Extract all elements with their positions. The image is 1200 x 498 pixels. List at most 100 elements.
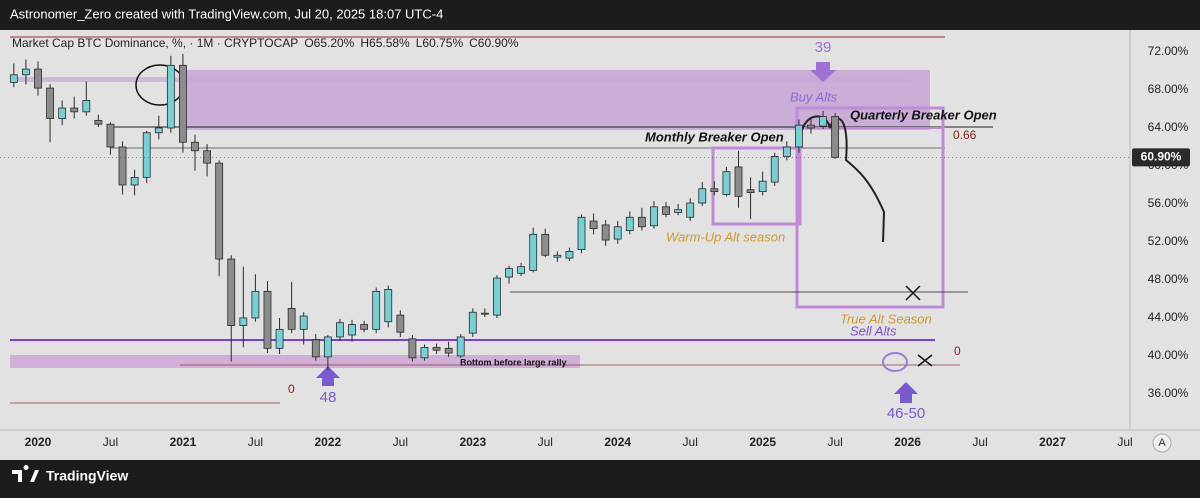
x-tick-label: Jul [393, 435, 408, 449]
candle-body [529, 233, 538, 271]
auto-scale-label[interactable]: A [1158, 437, 1166, 449]
projection-path [799, 115, 886, 243]
y-tick-label: 40.00% [1148, 348, 1189, 362]
y-tick-label: 52.00% [1148, 234, 1189, 248]
candle-body [58, 107, 67, 119]
candle-body [601, 224, 610, 241]
x-tick-label: 2021 [170, 435, 197, 449]
candle-body [396, 314, 405, 333]
legend-low: L60.75% [416, 36, 464, 50]
candle-body [311, 339, 320, 358]
candle-body [637, 216, 646, 228]
candle-body [70, 107, 79, 113]
candle-body [360, 324, 368, 330]
candle-body [541, 233, 550, 256]
y-tick-label: 56.00% [1148, 196, 1189, 210]
candle-body [456, 336, 465, 357]
candle-body [179, 64, 187, 143]
y-tick-label: 36.00% [1148, 386, 1189, 400]
candle-body [493, 277, 501, 316]
candle-body [517, 266, 526, 274]
annotation: True Alt Season [840, 311, 932, 326]
x-mark [905, 285, 921, 301]
x-tick-label: 2022 [315, 435, 342, 449]
last-price-label: 60.90% [1141, 150, 1182, 164]
annotations: 39 Buy Alts Quarterly Breaker Open 0.66 … [288, 39, 997, 422]
annotation: 0 [954, 344, 961, 358]
tradingview-logo [12, 465, 39, 482]
header-text: Astronomer_Zero created with TradingView… [10, 6, 443, 21]
x-tick-label: 2026 [894, 435, 921, 449]
x-tick-label: 2024 [604, 435, 631, 449]
candle-body [722, 171, 731, 195]
candle-body [130, 176, 139, 186]
candle-body [34, 68, 42, 89]
x-tick-label: Jul [248, 435, 263, 449]
x-tick-label: Jul [1117, 435, 1132, 449]
candle-body [94, 119, 103, 125]
legend-close: C60.90% [469, 36, 519, 50]
y-tick-label: 48.00% [1148, 272, 1189, 286]
y-tick-label: 68.00% [1148, 82, 1189, 96]
candle-body [674, 209, 683, 213]
candle-body [82, 100, 91, 113]
candle-body [710, 188, 719, 193]
candle-body [662, 206, 670, 215]
candles [9, 53, 840, 371]
annotation: Bottom before large rally [460, 357, 567, 367]
candle-body [323, 336, 332, 358]
legend: Market Cap BTC Dominance, %, · 1M · CRYP… [12, 36, 519, 50]
candle-body [118, 146, 127, 186]
x-tick-label: Jul [827, 435, 842, 449]
candle-body [746, 189, 755, 193]
x-tick-label: Jul [972, 435, 987, 449]
up-arrow [316, 366, 340, 386]
candle-body [553, 254, 562, 258]
x-tick-label: 2025 [749, 435, 776, 449]
candle-body [758, 180, 767, 193]
candle-body [807, 124, 815, 129]
candle-body [46, 87, 54, 119]
annotation: Sell Alts [850, 323, 897, 338]
candle-body [565, 251, 574, 259]
quarterly-box [796, 107, 944, 129]
candle-body [275, 328, 284, 349]
legend-high: H65.58% [360, 36, 410, 50]
candle-body [372, 290, 381, 330]
x-tick-label: Jul [538, 435, 553, 449]
annotation: Buy Alts [790, 89, 838, 104]
last-price-box [1132, 148, 1190, 167]
legend-title: Market Cap BTC Dominance, %, · 1M · CRYP… [12, 36, 298, 50]
candle-body [432, 346, 441, 351]
candle-body [215, 162, 224, 260]
annotation: Quarterly Breaker Open [850, 107, 997, 122]
candle-body [22, 68, 30, 76]
candle-body [589, 220, 598, 230]
x-tick-label: 2020 [25, 435, 52, 449]
candle-body [384, 289, 393, 323]
candle-body [480, 312, 489, 315]
candle-body [263, 290, 272, 349]
annotation: Monthly Breaker Open [645, 129, 784, 144]
candle-body [9, 74, 18, 83]
candle-body [191, 141, 199, 152]
candle-body [299, 315, 308, 330]
annotation: 39 [815, 39, 832, 56]
candle-body [782, 146, 791, 157]
candle-body [239, 317, 248, 326]
drawings [10, 36, 993, 404]
annotation: 48 [320, 389, 337, 406]
candle-body [468, 311, 477, 334]
annotation: 0.66 [953, 128, 977, 142]
candle-body [831, 116, 840, 158]
auto-scale-button[interactable] [1152, 433, 1172, 453]
x-tick-label: 2023 [459, 435, 486, 449]
legend-open: O65.20% [304, 36, 354, 50]
candle-body [613, 226, 622, 240]
x-tick-label: Jul [103, 435, 118, 449]
candle-body [420, 346, 429, 359]
y-tick-label: 44.00% [1148, 310, 1189, 324]
footer-text: TradingView [46, 468, 128, 484]
candle-body [444, 347, 453, 354]
